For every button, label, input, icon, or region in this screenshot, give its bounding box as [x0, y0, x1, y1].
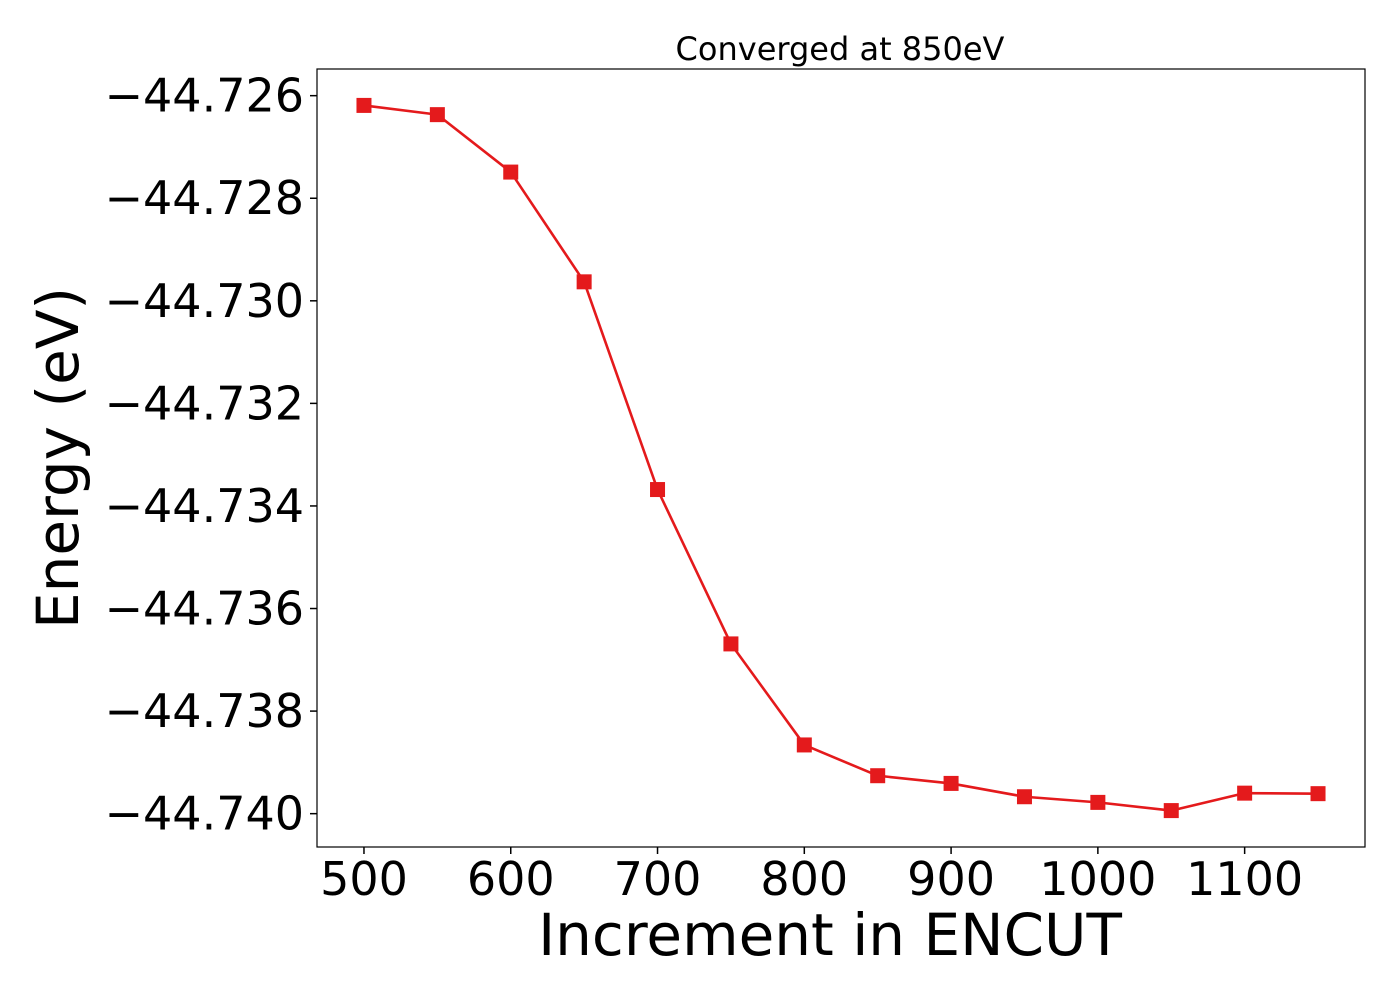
data-point-marker: [796, 737, 812, 753]
x-tick-label: 500: [320, 852, 408, 906]
x-tick-label: 900: [907, 852, 995, 906]
chart-title: Converged at 850eV: [676, 30, 1005, 68]
y-tick-label: −44.736: [105, 582, 305, 636]
y-tick-label: −44.738: [105, 684, 305, 738]
data-point-marker: [1016, 789, 1032, 805]
data-point-marker: [650, 482, 666, 498]
data-point-marker: [1090, 794, 1106, 810]
y-tick-label: −44.732: [105, 376, 305, 430]
data-point-marker: [356, 97, 372, 113]
x-tick-label: 600: [467, 852, 555, 906]
data-point-marker: [1310, 786, 1326, 802]
x-tick-label: 800: [760, 852, 848, 906]
plot-area-frame: [316, 68, 1366, 848]
data-point-marker: [429, 107, 445, 123]
y-tick-label: −44.730: [105, 274, 305, 328]
data-point-marker: [870, 768, 886, 784]
series-layer: [356, 97, 1326, 819]
x-tick-label: 1000: [1039, 852, 1156, 906]
data-point-marker: [576, 274, 592, 290]
y-axis-ticks: −44.726 −44.728 −44.730 −44.732 −44.734 −44.7…: [105, 69, 317, 841]
x-axis-label: Increment in ENCUT: [538, 901, 1122, 969]
data-point-marker: [943, 775, 959, 791]
series-line: [363, 104, 1319, 812]
y-tick-label: −44.734: [105, 479, 305, 533]
y-tick-label: −44.726: [105, 69, 305, 123]
x-axis-ticks: 500 600 700 800 900 1000 1100: [320, 847, 1303, 906]
data-point-marker: [503, 164, 519, 180]
x-tick-label: 700: [614, 852, 702, 906]
y-axis-label: Energy (eV): [24, 287, 92, 629]
y-tick-label: −44.728: [105, 171, 305, 225]
data-point-marker: [723, 636, 739, 652]
y-tick-label: −44.740: [105, 787, 305, 841]
data-point-marker: [1163, 803, 1179, 819]
data-point-marker: [1237, 785, 1253, 801]
x-tick-label: 1100: [1186, 852, 1303, 906]
